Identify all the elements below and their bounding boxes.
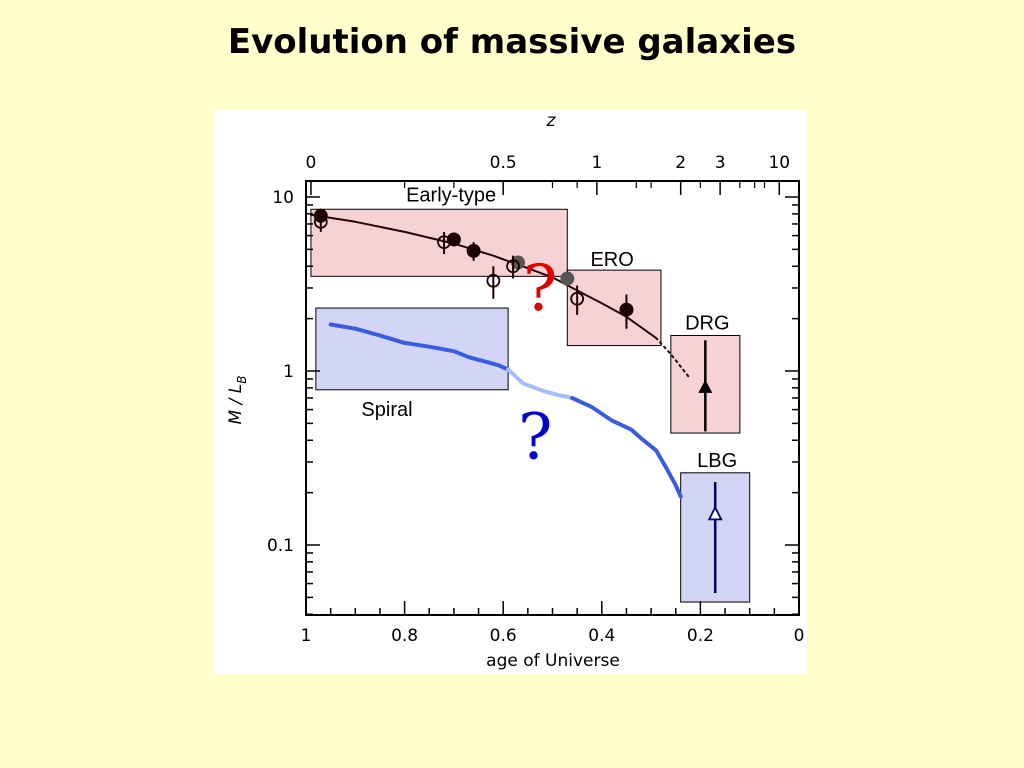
ticks-layer xyxy=(305,181,800,615)
x-tick-label: 0 xyxy=(794,626,805,646)
region-label-spiral: Spiral xyxy=(361,399,412,421)
x-tick-label: 0.8 xyxy=(391,626,418,646)
region-label-early-type: Early-type xyxy=(406,184,496,206)
y-axis-title-sub: B xyxy=(235,376,249,384)
open-circle-point xyxy=(437,235,451,250)
open-circle-point xyxy=(506,259,520,274)
z-tick-label: 0 xyxy=(306,153,317,173)
lines-layer xyxy=(309,213,692,499)
z-tick-label: 1 xyxy=(591,153,602,173)
y-tick-label: 0.1 xyxy=(267,536,294,556)
open-circle-point xyxy=(313,214,328,229)
filled-circle-point xyxy=(619,302,634,317)
chart-panel: Early-type ERO DRG Spiral LBG?? 1 0.8 0.6 0.4 0.… xyxy=(213,110,807,674)
open-triangle-point xyxy=(707,505,723,521)
tick-labels-layer: 1 0.8 0.6 0.4 0.2 0 0 0.5 1 2 3 10 0.1 1 10 xyxy=(267,153,804,646)
spiral-track xyxy=(328,322,511,372)
z-tick-label: 0.5 xyxy=(490,153,517,173)
spiral-late-track xyxy=(570,396,683,499)
open-circle-point xyxy=(486,273,501,288)
z-tick-label: 10 xyxy=(768,153,790,173)
question-mark-2: ? xyxy=(518,401,552,475)
svg-text:M / LB: M / LB xyxy=(226,376,249,425)
filled-triangle-point xyxy=(698,379,713,393)
x-tick-label: 1 xyxy=(301,626,312,646)
early-type-track xyxy=(309,213,657,339)
x-axis-title: age of Universe xyxy=(486,651,620,671)
z-tick-label: 2 xyxy=(675,153,686,173)
z-tick-label: 3 xyxy=(715,153,726,173)
question-mark-1: ? xyxy=(523,252,557,326)
y-axis-title-main: M / L xyxy=(226,384,246,425)
spiral-gap-track xyxy=(506,367,575,400)
slide-title: Evolution of massive galaxies xyxy=(227,22,797,62)
points-layer xyxy=(313,208,723,593)
labels-layer: Early-type ERO DRG Spiral LBG?? xyxy=(361,184,737,474)
early-type-extrapolation xyxy=(655,336,692,380)
y-tick-label: 10 xyxy=(272,188,294,208)
x-tick-label: 0.6 xyxy=(490,626,517,646)
mass-to-light-chart: Early-type ERO DRG Spiral LBG?? 1 0.8 0.6 0.4 0.… xyxy=(226,111,804,671)
region-ero xyxy=(566,269,662,347)
top-axis-title: z xyxy=(546,111,557,131)
x-tick-label: 0.4 xyxy=(588,626,615,646)
filled-circle-point xyxy=(466,243,481,258)
y-axis-title: M / LB xyxy=(226,376,249,425)
open-circle-point xyxy=(570,291,585,306)
region-label-drg: DRG xyxy=(685,312,729,334)
region-label-ero: ERO xyxy=(590,249,633,271)
y-tick-label: 1 xyxy=(283,362,294,382)
grey-circle-point xyxy=(560,271,575,286)
region-early-type xyxy=(310,208,568,277)
region-label-lbg: LBG xyxy=(697,450,737,472)
x-tick-label: 0.2 xyxy=(687,626,714,646)
region-spiral xyxy=(315,307,509,391)
